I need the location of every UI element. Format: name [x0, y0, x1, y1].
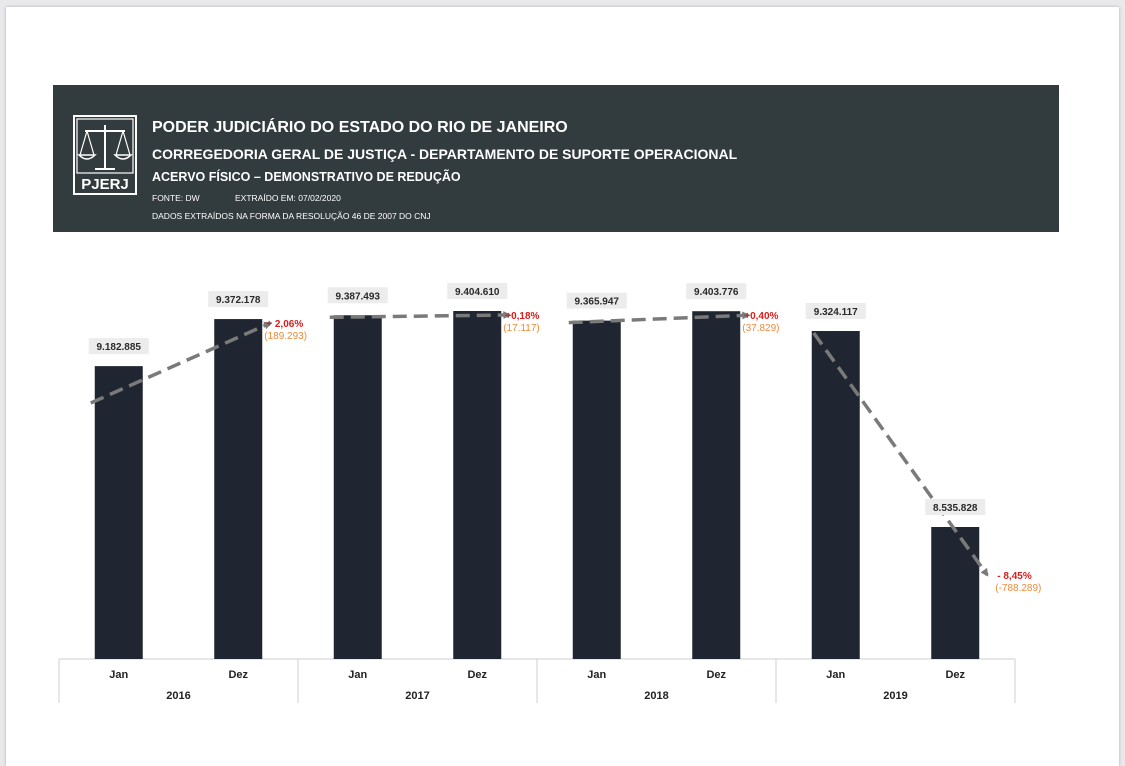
change-percent-label: + 2,06%	[266, 319, 303, 330]
change-percent-label: +0,18%	[505, 311, 539, 322]
bar	[453, 311, 502, 659]
header-note: DADOS EXTRAÍDOS NA FORMA DA RESOLUÇÃO 46…	[152, 211, 431, 221]
data-label: 9.403.776	[694, 287, 739, 298]
x-tick-label: Dez	[945, 669, 965, 681]
year-group-label: 2019	[883, 690, 907, 702]
change-absolute-label: (-788.289)	[995, 583, 1041, 594]
bar	[692, 311, 741, 659]
x-tick-label: Dez	[228, 669, 248, 681]
change-absolute-label: (189.293)	[264, 331, 307, 342]
header-banner: PJERJ PODER JUDICIÁRIO DO ESTADO DO RIO …	[53, 85, 1059, 232]
x-tick-label: Jan	[826, 669, 845, 681]
data-label: 8.535.828	[933, 503, 978, 514]
value-label-box	[88, 338, 149, 355]
data-label: 9.182.885	[97, 342, 142, 353]
trend-arrow	[568, 311, 751, 325]
data-label: 9.387.493	[336, 291, 381, 302]
change-absolute-label: (17.117)	[503, 323, 540, 334]
bar	[94, 366, 143, 659]
x-tick-label: Dez	[706, 669, 726, 681]
x-tick-label: Jan	[587, 669, 606, 681]
bar	[214, 319, 263, 659]
value-label-box	[925, 499, 986, 515]
logo-text: PJERJ	[81, 176, 129, 193]
trend-arrow	[329, 311, 512, 320]
data-label: 9.404.610	[455, 287, 500, 298]
pjerj-logo: PJERJ	[73, 115, 137, 195]
change-percent-label: +0,40%	[744, 311, 778, 322]
header-extracted-date: EXTRAÍDO EM: 07/02/2020	[235, 193, 341, 203]
bar	[931, 527, 980, 659]
value-label-box	[686, 283, 747, 300]
value-label-box	[805, 303, 866, 320]
value-label-box	[566, 292, 627, 309]
x-tick-label: Dez	[467, 669, 487, 681]
value-label-box	[327, 287, 388, 304]
bar	[811, 331, 860, 659]
year-group-label: 2017	[405, 690, 429, 702]
year-group-label: 2018	[644, 690, 668, 702]
change-absolute-label: (37.829)	[742, 323, 779, 334]
header-title: PODER JUDICIÁRIO DO ESTADO DO RIO DE JAN…	[152, 119, 568, 136]
x-tick-label: Jan	[348, 669, 367, 681]
change-percent-label: - 8,45%	[997, 571, 1032, 582]
header-source: FONTE: DW	[152, 193, 200, 203]
value-label-box	[447, 283, 508, 299]
bar	[333, 315, 382, 659]
header-subtitle: CORREGEDORIA GERAL DE JUSTIÇA - DEPARTAM…	[152, 146, 738, 162]
data-label: 9.324.117	[814, 307, 858, 318]
data-label: 9.365.947	[575, 297, 620, 308]
trend-arrow	[90, 321, 273, 405]
bar	[572, 320, 621, 659]
header-report-name: ACERVO FÍSICO – DEMONSTRATIVO DE REDUÇÃO	[152, 170, 461, 184]
value-label-box	[208, 291, 269, 308]
trend-arrow	[812, 331, 989, 577]
year-group-label: 2016	[166, 690, 190, 702]
x-tick-label: Jan	[109, 669, 128, 681]
data-label: 9.372.178	[216, 295, 261, 306]
